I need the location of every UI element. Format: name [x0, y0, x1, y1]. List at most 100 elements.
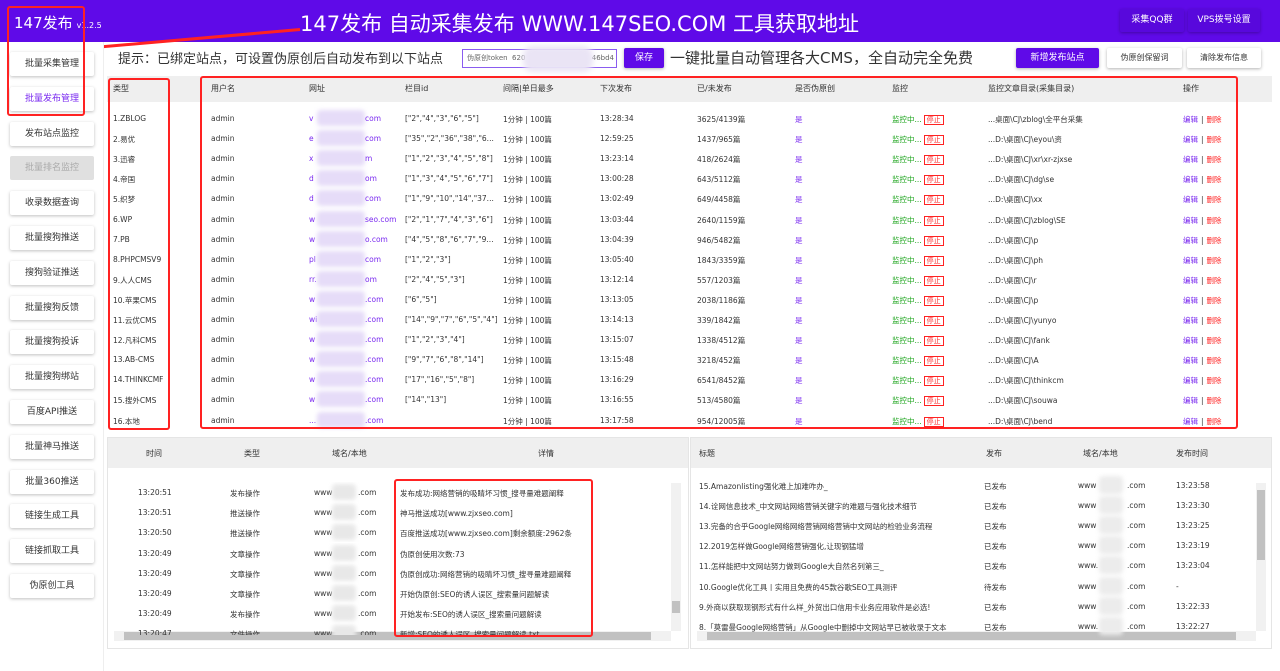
stop-button[interactable]: 停止 — [923, 135, 944, 146]
edit-link[interactable]: 编辑 — [1183, 416, 1198, 426]
stop-button[interactable]: 停止 — [923, 235, 944, 246]
delete-link[interactable]: 删除 — [1206, 155, 1222, 165]
stop-button[interactable]: 停止 — [923, 336, 944, 347]
articles-horizontal-scrollbar[interactable] — [697, 631, 1256, 641]
edit-link[interactable]: 编辑 — [1183, 396, 1198, 406]
interval: 1分钟 | 100篇 — [503, 376, 552, 386]
sidebar-item[interactable]: 链接抓取工具 — [10, 539, 94, 564]
username: admin — [211, 294, 235, 304]
stop-button[interactable]: 停止 — [923, 416, 944, 427]
interval: 1分钟 | 100篇 — [503, 275, 552, 285]
next-publish: 13:23:14 — [600, 154, 634, 164]
edit-link[interactable]: 编辑 — [1183, 255, 1198, 265]
delete-link[interactable]: 删除 — [1206, 396, 1222, 406]
sidebar-item[interactable]: 搜狗验证推送 — [10, 260, 94, 285]
stop-button[interactable]: 停止 — [923, 396, 944, 407]
stop-button[interactable]: 停止 — [923, 316, 944, 326]
sidebar-item[interactable]: 伪原创工具 — [10, 574, 94, 598]
delete-link[interactable]: 删除 — [1206, 295, 1222, 305]
site-url[interactable]: w .com — [309, 391, 389, 408]
stop-button[interactable]: 停止 — [923, 155, 944, 166]
log-horizontal-scrollbar[interactable] — [114, 631, 671, 641]
sidebar-item[interactable]: 批量搜狗投诉 — [10, 330, 94, 355]
log-vertical-scrollbar[interactable] — [671, 483, 681, 631]
delete-link[interactable]: 删除 — [1206, 135, 1222, 145]
stop-button[interactable]: 停止 — [923, 376, 944, 387]
stop-button[interactable]: 停止 — [923, 255, 944, 266]
sidebar-item[interactable]: 批量搜狗绑站 — [10, 365, 94, 390]
stop-button[interactable]: 停止 — [923, 115, 944, 125]
sidebar-item[interactable]: 链接生成工具 — [10, 504, 94, 529]
stop-button[interactable]: 停止 — [923, 356, 944, 367]
site-url[interactable]: w seo.com — [309, 210, 396, 227]
stop-button[interactable]: 停止 — [923, 275, 944, 286]
delete-link[interactable]: 删除 — [1206, 215, 1222, 225]
delete-link[interactable]: 删除 — [1206, 336, 1222, 346]
delete-link[interactable]: 删除 — [1206, 175, 1222, 185]
vps-settings-button[interactable]: VPS拨号设置 — [1188, 9, 1260, 32]
stop-button[interactable]: 停止 — [923, 195, 944, 206]
delete-link[interactable]: 删除 — [1206, 316, 1222, 325]
site-url[interactable]: ... .com — [309, 411, 389, 428]
site-url[interactable]: d om — [309, 170, 389, 187]
edit-link[interactable]: 编辑 — [1183, 275, 1198, 285]
articles-vertical-scrollbar[interactable] — [1256, 483, 1266, 631]
sidebar-item[interactable]: 收录数据查询 — [10, 191, 94, 216]
site-url[interactable]: rr. om — [309, 270, 389, 287]
delete-link[interactable]: 删除 — [1206, 275, 1222, 285]
stop-button[interactable]: 停止 — [923, 215, 944, 226]
stop-button[interactable]: 停止 — [923, 175, 944, 186]
sidebar-item[interactable]: 百度API推送 — [10, 400, 94, 424]
sidebar-item[interactable]: 批量搜狗推送 — [10, 226, 94, 250]
monitor-text: 监控中... — [892, 336, 922, 346]
delete-link[interactable]: 删除 — [1206, 115, 1222, 124]
delete-link[interactable]: 删除 — [1206, 195, 1222, 205]
edit-link[interactable]: 编辑 — [1183, 356, 1198, 366]
keep-words-button[interactable]: 伪原创保留词 — [1107, 48, 1182, 68]
delete-link[interactable]: 删除 — [1206, 235, 1222, 245]
site-url[interactable]: w .com — [309, 371, 389, 388]
category-ids: ["1","2","3","4"] — [405, 335, 465, 345]
monitor-dir: ...D:\桌面\CJ\souwa — [988, 396, 1058, 406]
site-url[interactable]: wi .com — [309, 311, 389, 327]
site-url[interactable]: d com — [309, 190, 389, 207]
site-url[interactable]: pl com — [309, 250, 389, 267]
save-button[interactable]: 保存 — [624, 48, 664, 68]
sidebar-item[interactable]: 发布站点监控 — [10, 121, 94, 146]
add-site-button[interactable]: 新增发布站点 — [1016, 48, 1099, 68]
site-url[interactable]: w .com — [309, 331, 389, 348]
token-input[interactable]: 伪原创token 620 46bd4 — [462, 46, 617, 72]
delete-link[interactable]: 删除 — [1206, 416, 1222, 426]
delete-link[interactable]: 删除 — [1206, 356, 1222, 366]
stop-button[interactable]: 停止 — [923, 295, 944, 306]
site-url[interactable]: w .com — [309, 290, 389, 307]
edit-link[interactable]: 编辑 — [1183, 295, 1198, 305]
edit-link[interactable]: 编辑 — [1183, 135, 1198, 145]
edit-link[interactable]: 编辑 — [1183, 316, 1198, 325]
edit-link[interactable]: 编辑 — [1183, 175, 1198, 185]
edit-link[interactable]: 编辑 — [1183, 195, 1198, 205]
site-url[interactable]: w o.com — [309, 230, 389, 247]
delete-link[interactable]: 删除 — [1206, 255, 1222, 265]
edit-link[interactable]: 编辑 — [1183, 235, 1198, 245]
sidebar-item[interactable]: 批量采集管理 — [10, 52, 94, 76]
edit-link[interactable]: 编辑 — [1183, 215, 1198, 225]
edit-link[interactable]: 编辑 — [1183, 155, 1198, 165]
clear-info-button[interactable]: 清除发布信息 — [1187, 48, 1261, 68]
site-url[interactable]: e com — [309, 130, 389, 147]
next-publish: 13:16:55 — [600, 395, 634, 405]
site-url[interactable]: w .com — [309, 351, 389, 368]
sidebar-item[interactable]: 批量发布管理 — [10, 86, 94, 111]
next-publish: 13:28:34 — [600, 114, 634, 123]
sidebar-item[interactable]: 批量搜狗反馈 — [10, 295, 94, 320]
edit-link[interactable]: 编辑 — [1183, 376, 1198, 386]
sidebar-item[interactable]: 批量360推送 — [10, 469, 94, 494]
edit-link[interactable]: 编辑 — [1183, 115, 1198, 124]
edit-link[interactable]: 编辑 — [1183, 336, 1198, 346]
sidebar-item[interactable]: 批量神马推送 — [10, 434, 94, 459]
interval: 1分钟 | 100篇 — [503, 175, 552, 185]
site-url[interactable]: v com — [309, 110, 389, 126]
delete-link[interactable]: 删除 — [1206, 376, 1222, 386]
qq-group-button[interactable]: 采集QQ群 — [1120, 9, 1184, 32]
